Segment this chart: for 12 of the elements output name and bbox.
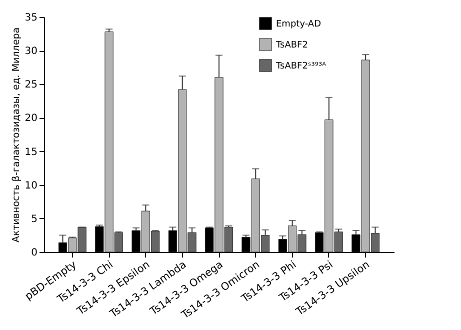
y-axis-title: Активность β-галактозидазы, ед. Миллера (10, 27, 22, 243)
y-tick-label: 0 (31, 248, 38, 258)
y-tick-label: 30 (24, 46, 38, 58)
y-tick-label: 15 (24, 146, 38, 158)
y-tick-label: 20 (24, 113, 38, 124)
y-tick-label: 35 (24, 12, 38, 24)
legend-label: TsABF2ˢ³⁹³ᴬ (275, 62, 326, 72)
y-tick-label: 25 (24, 80, 38, 91)
y-tick-label: 10 (24, 180, 38, 192)
y-tick-label: 5 (31, 214, 38, 225)
legend-label: Empty-AD (276, 20, 322, 30)
legend-label: TsABF2 (275, 40, 308, 50)
